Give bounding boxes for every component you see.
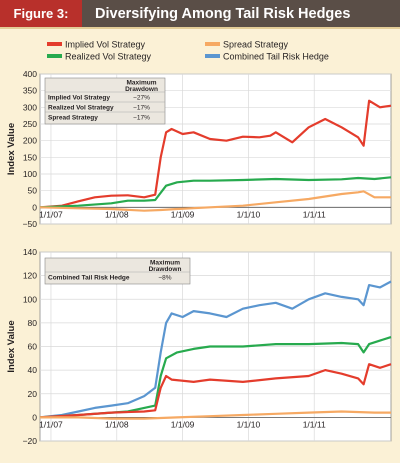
panel2-drawdown-row-value: −8% xyxy=(158,275,171,282)
figure-label: Figure 3: xyxy=(0,0,82,27)
panel1-xtick-label: 1/1/08 xyxy=(105,209,129,219)
panel1-xtick-label: 1/1/09 xyxy=(171,209,195,219)
panel1-ytick-label: 200 xyxy=(23,136,37,146)
panel2-ytick-label: 100 xyxy=(23,294,37,304)
panel2-series-combined xyxy=(39,280,392,419)
panel1-drawdown-row-value: −17% xyxy=(133,115,150,122)
panel1-series-spread xyxy=(39,190,391,212)
panel1-ytick-label: 100 xyxy=(23,169,37,179)
legend-label-implied: Implied Vol Strategy xyxy=(65,40,146,50)
panel1-ytick-label: 50 xyxy=(28,186,38,196)
panel2-drawdown-header: Drawdown xyxy=(149,266,182,273)
panel2-ytick-label: 40 xyxy=(28,365,38,375)
panel1-xtick-label: 1/1/11 xyxy=(303,209,326,219)
panel2-series-spread xyxy=(40,410,391,420)
panel2-series-implied xyxy=(39,363,392,419)
figure-title: Diversifying Among Tail Risk Hedges xyxy=(95,5,351,22)
panel1-drawdown-table xyxy=(44,77,166,125)
panel2-xtick-label: 1/1/09 xyxy=(171,419,195,429)
panel1-series-realized xyxy=(39,176,392,209)
panel1-drawdown-row-value: −17% xyxy=(133,105,150,112)
legend-label-realized: Realized Vol Strategy xyxy=(65,52,152,62)
panel1-ytick-label: 250 xyxy=(23,119,37,129)
panel1-ytick-label: 400 xyxy=(23,69,37,79)
panel2-drawdown-header: Maximum xyxy=(150,260,180,267)
panel1-drawdown-row-label: Realized Vol Strategy xyxy=(48,105,114,112)
panel2-ytick-label: 0 xyxy=(32,412,37,422)
panel2-ytick-label: 140 xyxy=(23,247,37,257)
panel2-drawdown-row-label: Combined Tail Risk Hedge xyxy=(48,275,130,282)
figure-header: Figure 3: Diversifying Among Tail Risk H… xyxy=(0,0,400,27)
panel2-xtick-label: 1/1/11 xyxy=(303,419,326,429)
panel2-xtick-label: 1/1/10 xyxy=(237,419,261,429)
header-rule xyxy=(0,27,400,29)
panel1-xtick-label: 1/1/10 xyxy=(237,209,261,219)
panel1-drawdown-row-label: Spread Strategy xyxy=(48,115,98,122)
panel2-ytick-label: −20 xyxy=(23,436,38,446)
panel1-drawdown-row-value: −27% xyxy=(133,95,150,102)
panel2-drawdown-table xyxy=(44,257,191,285)
panel1-ylabel: Index Value xyxy=(6,123,17,175)
panel2-ytick-label: 80 xyxy=(28,318,38,328)
panel1-ytick-label: −50 xyxy=(23,219,38,229)
legend-label-combined: Combined Tail Risk Hedge xyxy=(223,52,329,62)
panel1-drawdown-header: Drawdown xyxy=(125,86,158,93)
panel1-ytick-label: 0 xyxy=(32,202,37,212)
panel2-ytick-label: 120 xyxy=(23,271,37,281)
panel2-ytick-label: 60 xyxy=(28,342,38,352)
panel1-ytick-label: 350 xyxy=(23,86,37,96)
panel2-xtick-label: 1/1/07 xyxy=(39,419,63,429)
panel1-xtick-label: 1/1/07 xyxy=(39,209,63,219)
panel1-ytick-label: 150 xyxy=(23,152,37,162)
panel1-series-implied xyxy=(39,99,392,209)
legend-label-spread: Spread Strategy xyxy=(223,40,289,50)
panel1-drawdown-row-label: Implied Vol Strategy xyxy=(48,95,110,102)
panel2-ytick-label: 20 xyxy=(28,389,38,399)
panel2-ylabel: Index Value xyxy=(6,320,17,372)
panel2-xtick-label: 1/1/08 xyxy=(105,419,129,429)
panel1-ytick-label: 300 xyxy=(23,102,37,112)
panel1-drawdown-header: Maximum xyxy=(127,80,157,87)
